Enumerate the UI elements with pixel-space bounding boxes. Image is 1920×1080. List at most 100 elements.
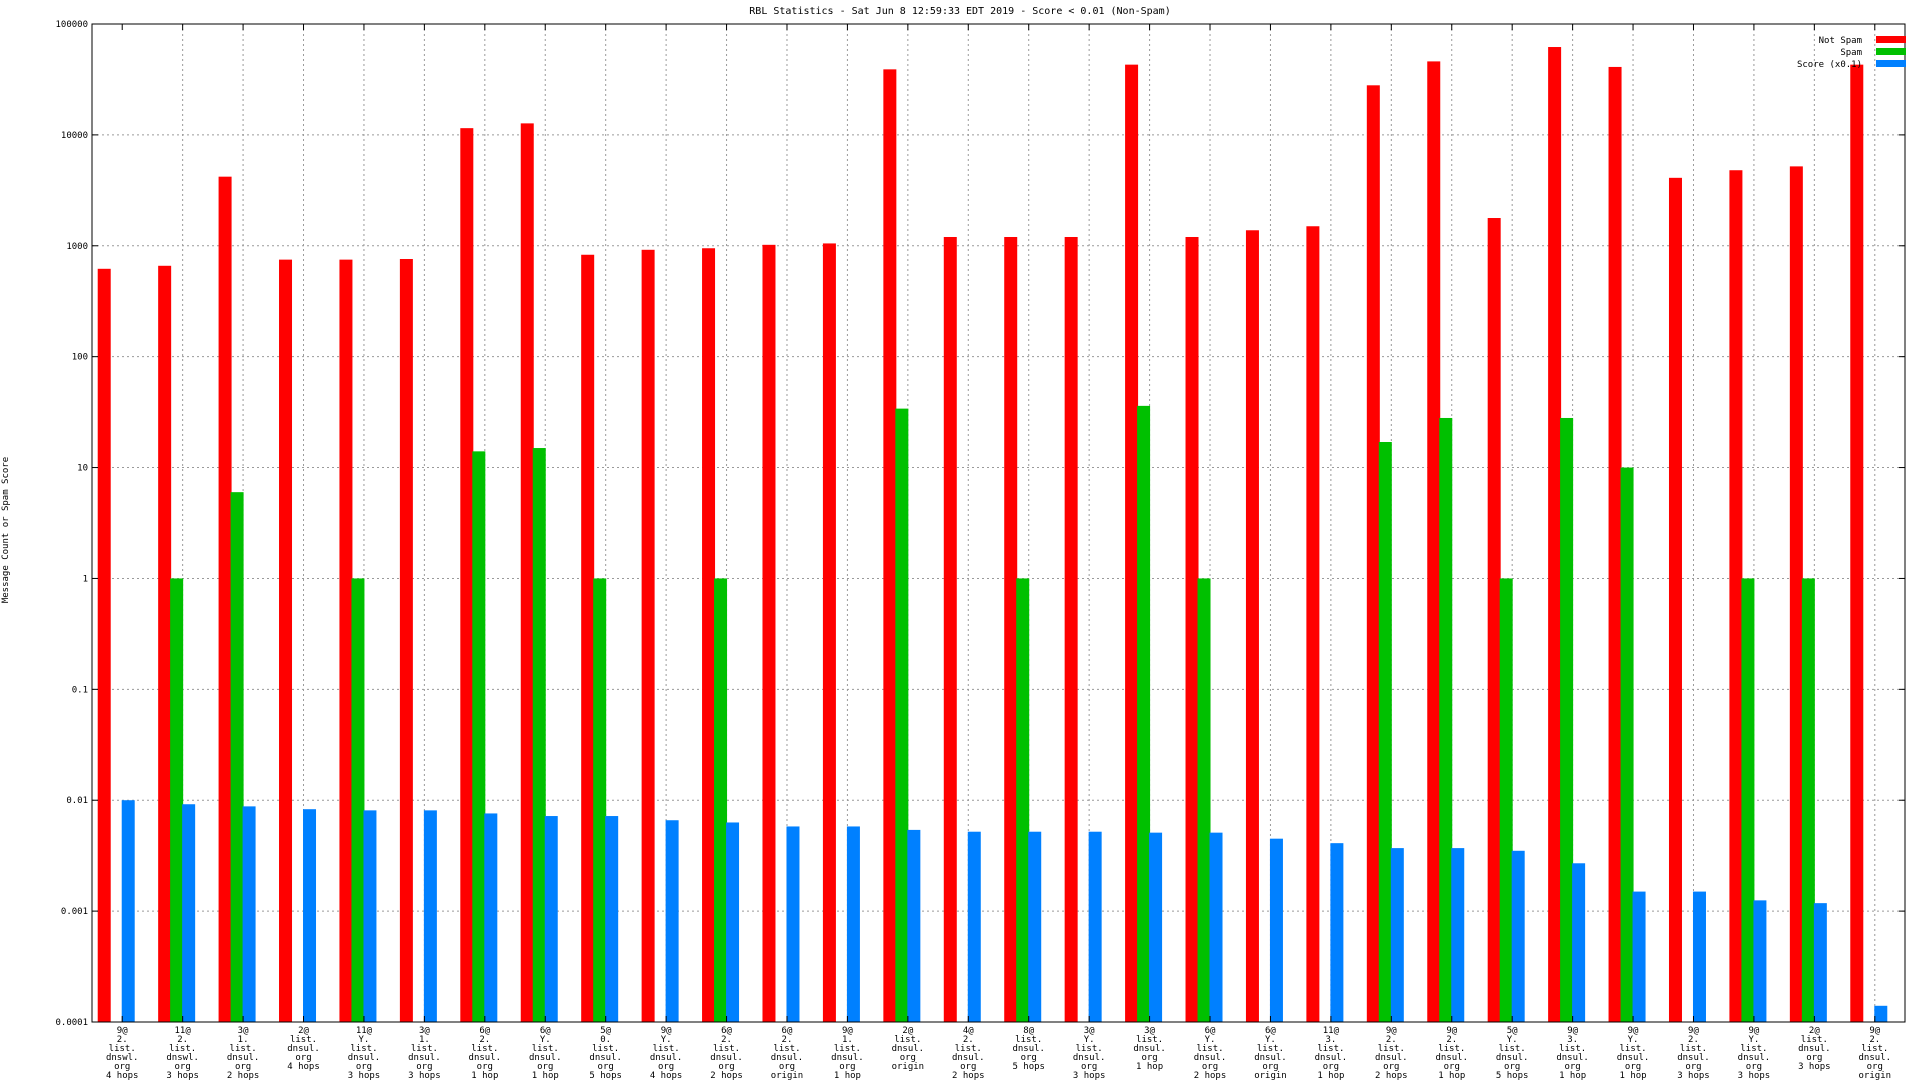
x-tick-label: 2@ list. dnsul. org origin <box>892 1026 925 1072</box>
bar-spam <box>593 578 607 1022</box>
y-axis-label: Message Count or Spam Score <box>1 457 11 603</box>
bar-score-x0-1 <box>423 810 437 1022</box>
x-tick-label: 11@ Y. list. dnsul. org 3 hops <box>348 1026 381 1080</box>
bar-not-spam <box>883 69 897 1023</box>
bar-score-x0-1 <box>605 816 619 1022</box>
bar-spam <box>472 451 486 1023</box>
x-tick-label: 9@ 2. list. dnsul. org origin <box>1859 1026 1892 1080</box>
x-tick-label: 9@ 3. list. dnsul. org 1 hop <box>1556 1026 1589 1080</box>
legend: Not Spam Spam Score (x0.1) <box>1797 36 1906 70</box>
x-tick-label: 11@ 2. list. dnswl. org 3 hops <box>166 1026 199 1080</box>
bar-spam <box>351 578 365 1022</box>
bar-spam <box>714 578 728 1022</box>
bar-score-x0-1 <box>967 831 981 1022</box>
y-tick-label: 0.01 <box>66 796 88 806</box>
x-tick-label: 6@ 2. list. dnsul. org 1 hop <box>469 1026 502 1080</box>
bar-score-x0-1 <box>726 822 740 1022</box>
bar-score-x0-1 <box>242 806 256 1022</box>
bar-not-spam <box>460 128 474 1022</box>
bar-spam <box>1741 578 1755 1022</box>
y-tick-label: 100000 <box>55 20 88 30</box>
bar-not-spam <box>399 258 413 1022</box>
x-tick-label: 9@ 2. list. dnsul. org 1 hop <box>1435 1026 1468 1080</box>
x-tick-label: 9@ Y. list. dnsul. org 4 hops <box>650 1026 683 1080</box>
x-tick-label: 8@ list. dnsul. org 5 hops <box>1012 1026 1045 1072</box>
bar-score-x0-1 <box>1390 848 1404 1022</box>
legend-swatch <box>1876 36 1906 43</box>
y-tick-label: 10000 <box>61 131 88 141</box>
bar-score-x0-1 <box>1632 891 1646 1022</box>
bar-not-spam <box>1125 64 1139 1022</box>
axes: 0.0001 0.001 0.01 0.1 1 10 100 1000 10000 100000 9… <box>55 20 1905 1080</box>
bar-score-x0-1 <box>1511 850 1525 1022</box>
bar-not-spam <box>1366 85 1380 1023</box>
bar-not-spam <box>97 268 111 1023</box>
x-tick-label: 6@ 2. list. dnsul. org 2 hops <box>710 1026 743 1080</box>
x-tick-label: 3@ list. dnsul. org 1 hop <box>1133 1026 1166 1072</box>
bar-not-spam <box>218 176 232 1022</box>
legend-label: Spam <box>1840 48 1862 58</box>
bar-not-spam <box>1185 236 1199 1023</box>
x-tick-label: 2@ list. dnsul. org 4 hops <box>287 1026 320 1072</box>
bar-score-x0-1 <box>1149 832 1163 1022</box>
bar-not-spam <box>702 248 716 1022</box>
bar-score-x0-1 <box>182 804 196 1022</box>
y-tick-label: 0.1 <box>72 685 88 695</box>
bar-not-spam <box>581 254 595 1023</box>
bar-spam <box>1499 578 1513 1022</box>
bar-score-x0-1 <box>1088 831 1102 1022</box>
x-tick-label: 3@ Y. list. dnsul. org 3 hops <box>1073 1026 1106 1080</box>
bar-spam <box>1560 417 1574 1022</box>
bar-spam <box>1378 442 1392 1022</box>
bar-not-spam <box>339 259 353 1023</box>
x-tick-label: 6@ Y. list. dnsul. org 1 hop <box>529 1026 562 1080</box>
y-tick-label: 1000 <box>66 242 88 252</box>
bar-not-spam <box>279 259 293 1023</box>
bar-not-spam <box>822 243 836 1023</box>
bar-spam <box>895 408 909 1022</box>
bar-score-x0-1 <box>121 800 135 1022</box>
y-tick-label: 1 <box>83 574 88 584</box>
y-tick-label: 0.0001 <box>55 1018 88 1028</box>
bar-not-spam <box>1064 236 1078 1023</box>
x-tick-label: 6@ Y. list. dnsul. org origin <box>1254 1026 1287 1080</box>
x-tick-label: 9@ 2. list. dnsul. org 2 hops <box>1375 1026 1408 1080</box>
x-tick-label: 5@ Y. list. dnsul. org 5 hops <box>1496 1026 1529 1080</box>
bar-score-x0-1 <box>1209 832 1223 1022</box>
bar-spam <box>170 578 184 1022</box>
bar-score-x0-1 <box>907 829 921 1022</box>
bar-score-x0-1 <box>846 826 860 1022</box>
bar-spam <box>230 492 244 1022</box>
x-tick-label: 3@ 1. list. dnsul. org 2 hops <box>227 1026 260 1080</box>
bar-spam <box>1016 578 1030 1022</box>
y-tick-label: 100 <box>72 353 88 363</box>
x-tick-label: 2@ list. dnsul. org 3 hops <box>1798 1026 1831 1072</box>
legend-label: Not Spam <box>1819 36 1862 46</box>
legend-label: Score (x0.1) <box>1797 60 1862 70</box>
bar-not-spam <box>1427 61 1441 1022</box>
bar-score-x0-1 <box>1269 838 1283 1022</box>
bar-not-spam <box>641 249 655 1022</box>
bar-not-spam <box>158 265 172 1023</box>
bar-score-x0-1 <box>1753 900 1767 1022</box>
bar-score-x0-1 <box>1692 891 1706 1022</box>
bars <box>97 47 1888 1023</box>
bar-not-spam <box>1306 226 1320 1022</box>
bar-spam <box>1801 578 1815 1022</box>
x-tick-label: 5@ 0. list. dnsul. org 5 hops <box>589 1026 622 1080</box>
y-tick-label: 0.001 <box>61 907 88 917</box>
x-tick-label: 11@ 3. list. dnsul. org 1 hop <box>1315 1026 1348 1080</box>
x-tick-label: 9@ Y. list. dnsul. org 1 hop <box>1617 1026 1650 1080</box>
bar-spam <box>532 448 546 1022</box>
bar-score-x0-1 <box>1813 903 1827 1022</box>
x-tick-label: 6@ 2. list. dnsul. org origin <box>771 1026 804 1080</box>
bar-not-spam <box>762 244 776 1023</box>
x-tick-label: 6@ Y. list. dnsul. org 2 hops <box>1194 1026 1227 1080</box>
bar-spam <box>1197 578 1211 1022</box>
bar-score-x0-1 <box>544 816 558 1022</box>
bar-not-spam <box>1850 64 1864 1022</box>
bar-score-x0-1 <box>1028 831 1042 1022</box>
bar-not-spam <box>1245 230 1259 1023</box>
bar-not-spam <box>1004 236 1018 1023</box>
